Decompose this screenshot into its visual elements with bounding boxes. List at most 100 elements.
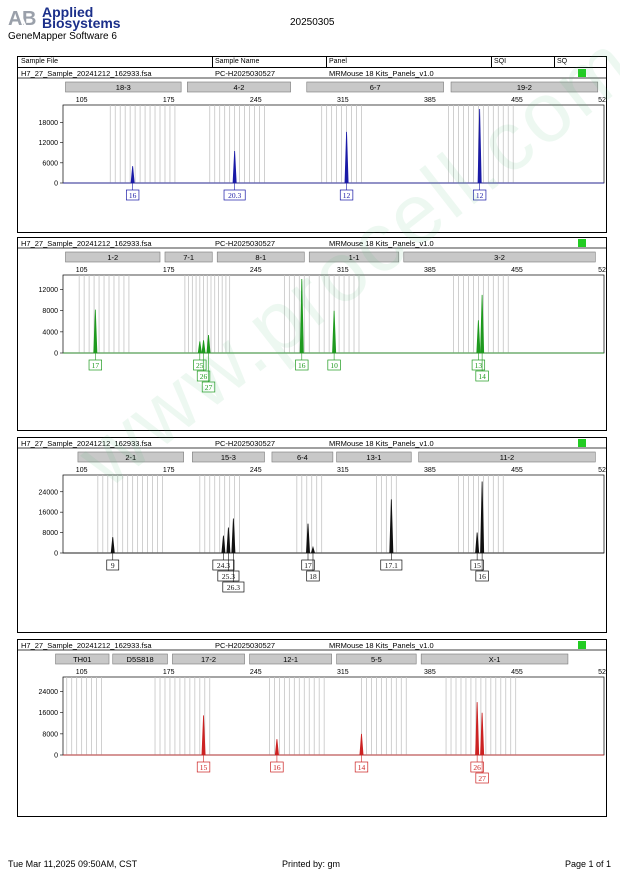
x-tick-label: 245 <box>250 669 262 676</box>
x-tick-label: 385 <box>424 467 436 474</box>
allele-call-label: 12 <box>476 191 484 200</box>
locus-marker-label: D5S818 <box>127 655 154 664</box>
allele-call-label: 17 <box>304 561 312 570</box>
locus-marker <box>336 653 417 665</box>
allele-call-label: 9 <box>111 561 115 570</box>
allele-call-box <box>106 559 120 571</box>
allele-call-label: 14 <box>478 372 486 381</box>
peak-trace <box>480 712 485 756</box>
allele-call-label: 17 <box>92 361 100 370</box>
y-tick-label: 4000 <box>42 329 58 336</box>
electropherogram-panel-green: H7_27_Sample_20241212_162933.fsa PC-H2025… <box>17 237 607 431</box>
locus-marker-label: 19-2 <box>517 83 532 92</box>
allele-call-box <box>223 189 246 201</box>
allele-call-box <box>470 761 484 773</box>
locus-marker-label: 7-1 <box>183 253 194 262</box>
print-datetime: Tue Mar 11,2025 09:50AM, CST <box>8 859 138 869</box>
allele-call-label: 13 <box>475 361 483 370</box>
locus-marker-label: 6-7 <box>370 83 381 92</box>
locus-marker <box>308 251 400 263</box>
peak-trace <box>299 278 304 354</box>
locus-marker-label: 18-3 <box>116 83 131 92</box>
x-tick-label: 105 <box>76 97 88 104</box>
y-tick-label: 16000 <box>39 710 59 717</box>
allele-call-label: 26.3 <box>227 583 240 592</box>
column-sq: SQ <box>557 58 568 65</box>
y-tick-label: 6000 <box>42 160 58 167</box>
locus-marker-label: 11-2 <box>500 453 514 462</box>
electropherogram-panel-red: H7_27_Sample_20241212_162933.fsa PC-H2025… <box>17 639 607 817</box>
x-tick-label: 315 <box>337 669 349 676</box>
locus-marker-label: 12-1 <box>283 655 298 664</box>
allele-call-box <box>222 581 245 593</box>
x-tick-label: 455 <box>511 97 523 104</box>
allele-call-label: 25.3 <box>222 572 235 581</box>
allele-call-label: 24.3 <box>217 561 230 570</box>
allele-call-box <box>212 559 235 571</box>
x-tick-label: 175 <box>163 467 175 474</box>
ab-logo-icon: A B <box>8 8 36 30</box>
peak-trace <box>389 499 394 554</box>
allele-call-box <box>475 772 489 784</box>
allele-call-box <box>88 359 102 371</box>
allele-call-label: 10 <box>330 361 338 370</box>
locus-marker <box>192 451 265 463</box>
peak-trace <box>221 535 226 554</box>
peak-trace <box>197 341 202 354</box>
allele-call-box <box>470 559 484 571</box>
sq-status-indicator <box>578 69 586 77</box>
x-tick-label: 525 <box>598 669 606 676</box>
x-tick-label: 525 <box>598 267 606 274</box>
locus-marker <box>164 251 213 263</box>
peak-trace <box>310 545 315 554</box>
locus-marker <box>403 251 596 263</box>
peak-trace <box>332 310 337 354</box>
allele-call-label: 27 <box>205 383 213 392</box>
y-tick-label: 18000 <box>39 120 59 127</box>
electropherogram-chart-blue: H7_27_Sample_20241212_162933.fsa PC-H2025… <box>18 69 606 201</box>
allele-call-box <box>354 761 369 773</box>
panel-value: MRMouse 18 Kits_Panels_v1.0 <box>329 239 434 248</box>
locus-marker-label: TH01 <box>73 655 91 664</box>
sq-status-indicator <box>578 439 586 447</box>
allele-call-label: 15 <box>473 561 481 570</box>
allele-call-box <box>201 381 216 393</box>
locus-marker <box>336 451 412 463</box>
sample-file-value: H7_27_Sample_20241212_162933.fsa <box>21 239 152 248</box>
allele-call-label: 26 <box>200 372 208 381</box>
peak-trace <box>476 320 481 354</box>
allele-call-label: 16 <box>298 361 306 370</box>
allele-call-box <box>339 189 354 201</box>
allele-call-box <box>472 189 487 201</box>
allele-call-box <box>193 359 207 371</box>
peak-trace <box>201 715 206 756</box>
locus-marker <box>249 653 332 665</box>
locus-marker <box>65 251 161 263</box>
x-tick-label: 315 <box>337 467 349 474</box>
y-tick-label: 0 <box>54 551 58 558</box>
column-sqi: SQI <box>494 58 507 65</box>
allele-call-box <box>471 359 486 371</box>
locus-marker <box>55 653 110 665</box>
y-tick-label: 8000 <box>42 308 58 315</box>
locus-marker <box>450 81 599 93</box>
allele-call-label: 27 <box>478 774 486 783</box>
locus-marker-label: 3-2 <box>494 253 505 262</box>
peak-trace <box>344 131 349 184</box>
y-tick-label: 8000 <box>42 530 58 537</box>
svg-text:B: B <box>22 8 36 30</box>
peak-trace <box>232 151 237 184</box>
column-header-row: Sample File Sample Name Panel SQI SQ <box>17 56 607 68</box>
locus-marker-label: 17-2 <box>201 655 216 664</box>
allele-call-box <box>217 570 240 582</box>
x-tick-label: 525 <box>598 97 606 104</box>
locus-marker <box>77 451 184 463</box>
allele-call-box <box>196 370 211 382</box>
sample-name-value: PC-H2025030527 <box>215 239 275 248</box>
peak-trace <box>206 334 211 354</box>
locus-marker-label: 4-2 <box>234 83 245 92</box>
allele-call-box <box>196 761 211 773</box>
electropherogram-panel-blue: H7_27_Sample_20241212_162933.fsa PC-H2025… <box>17 67 607 233</box>
locus-marker-label: X-1 <box>489 655 501 664</box>
electropherogram-chart-black: H7_27_Sample_20241212_162933.fsa PC-H2025… <box>18 439 606 593</box>
